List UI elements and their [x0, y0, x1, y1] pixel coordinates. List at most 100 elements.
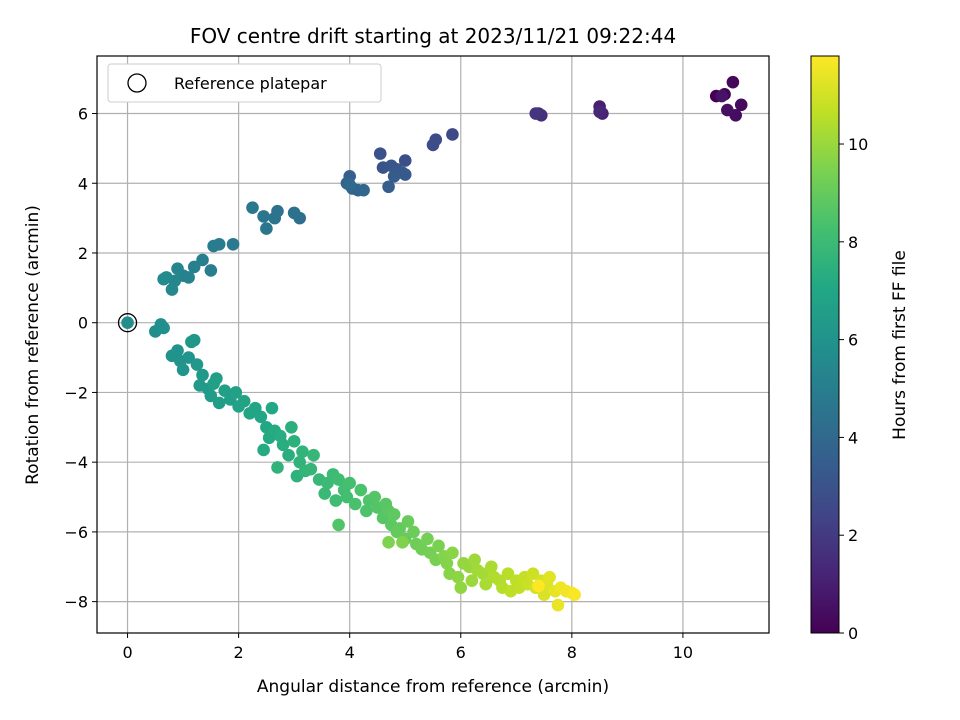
data-point — [237, 394, 251, 408]
data-point — [304, 462, 318, 476]
data-point — [207, 377, 220, 391]
data-point — [368, 490, 381, 504]
colorbar-tick-label: 4 — [848, 428, 858, 447]
data-point — [268, 211, 282, 225]
data-point — [398, 168, 412, 181]
data-point — [373, 147, 387, 160]
data-point — [396, 536, 409, 549]
data-point — [157, 321, 170, 335]
data-point — [204, 389, 218, 403]
data-point — [454, 581, 468, 594]
data-point — [543, 570, 556, 584]
data-point — [246, 201, 259, 214]
data-point — [260, 222, 273, 235]
data-point — [446, 128, 459, 141]
data-point — [185, 335, 198, 349]
data-point — [421, 532, 434, 546]
data-point — [196, 253, 209, 267]
data-point — [307, 448, 320, 462]
data-point — [348, 497, 362, 511]
legend-label: Reference platepar — [174, 74, 327, 93]
data-point — [165, 283, 179, 296]
legend-box — [107, 63, 382, 103]
data-point — [287, 206, 301, 220]
colorbar-tick-label: 10 — [848, 135, 868, 154]
data-point — [382, 536, 395, 549]
data-point — [171, 262, 184, 275]
data-point — [407, 525, 420, 539]
data-point — [726, 75, 740, 89]
data-point — [229, 386, 243, 399]
x-tick-label: 8 — [567, 643, 577, 662]
colorbar-tick-label: 8 — [848, 233, 858, 252]
data-point — [171, 344, 184, 357]
data-point — [401, 515, 415, 528]
y-tick-label: 6 — [78, 105, 88, 124]
data-point — [329, 494, 343, 507]
grid — [97, 56, 769, 633]
colorbar: 0 2 4 6 8 10 Hours from first FF file — [810, 55, 910, 643]
chart-title: FOV centre drift starting at 2023/11/21 … — [190, 24, 676, 48]
data-point — [121, 316, 134, 330]
data-point — [468, 553, 481, 567]
data-point — [465, 574, 479, 588]
data-point — [501, 567, 515, 581]
x-axis-ticks: 0 2 4 6 8 10 — [122, 633, 693, 662]
data-point — [340, 490, 354, 504]
colorbar-gradient — [810, 55, 840, 634]
colorbar-ticks: 0 2 4 6 8 10 — [839, 135, 868, 643]
data-point — [568, 588, 581, 601]
data-point — [446, 546, 459, 560]
data-point — [526, 567, 540, 581]
colorbar-tick-label: 2 — [848, 526, 858, 545]
y-axis-label: Rotation from reference (arcmin) — [23, 205, 43, 485]
data-point — [271, 461, 284, 474]
data-point — [476, 567, 490, 581]
x-tick-label: 2 — [234, 643, 244, 662]
data-point — [282, 448, 295, 462]
data-point — [318, 487, 332, 500]
reference-marker-layer — [117, 313, 138, 333]
data-point — [287, 434, 301, 448]
data-point — [451, 570, 465, 584]
data-point — [721, 103, 734, 117]
x-tick-label: 0 — [122, 643, 132, 662]
data-point — [387, 508, 401, 521]
x-tick-label: 6 — [456, 643, 466, 662]
data-point — [529, 107, 543, 120]
data-point — [440, 556, 454, 570]
data-point — [176, 363, 190, 377]
data-point — [226, 237, 240, 251]
data-point — [285, 421, 298, 434]
data-point — [207, 239, 220, 253]
x-tick-label: 10 — [673, 643, 693, 662]
data-point — [257, 210, 270, 223]
data-point — [296, 445, 309, 459]
data-point — [382, 180, 395, 194]
legend: Reference platepar — [107, 63, 382, 103]
y-tick-label: 0 — [78, 314, 88, 333]
data-point — [343, 476, 356, 490]
y-tick-label: −2 — [64, 383, 88, 402]
data-point — [196, 368, 209, 382]
data-point — [343, 178, 356, 192]
data-point — [257, 443, 270, 457]
y-axis-ticks: −8 −6 −4 −2 0 2 4 6 — [64, 105, 97, 612]
data-point — [360, 504, 373, 518]
data-point — [332, 473, 345, 486]
y-tick-label: 2 — [78, 244, 88, 263]
data-point — [485, 560, 498, 574]
data-point — [426, 138, 440, 152]
legend-reference-marker — [127, 73, 147, 93]
data-point — [551, 598, 565, 612]
colorbar-tick-label: 6 — [848, 331, 858, 350]
x-tick-label: 4 — [345, 643, 355, 662]
data-point — [387, 169, 401, 183]
data-point — [254, 410, 268, 424]
data-points — [121, 75, 748, 612]
data-point — [190, 358, 204, 371]
data-point — [532, 579, 545, 593]
data-point — [354, 483, 368, 497]
